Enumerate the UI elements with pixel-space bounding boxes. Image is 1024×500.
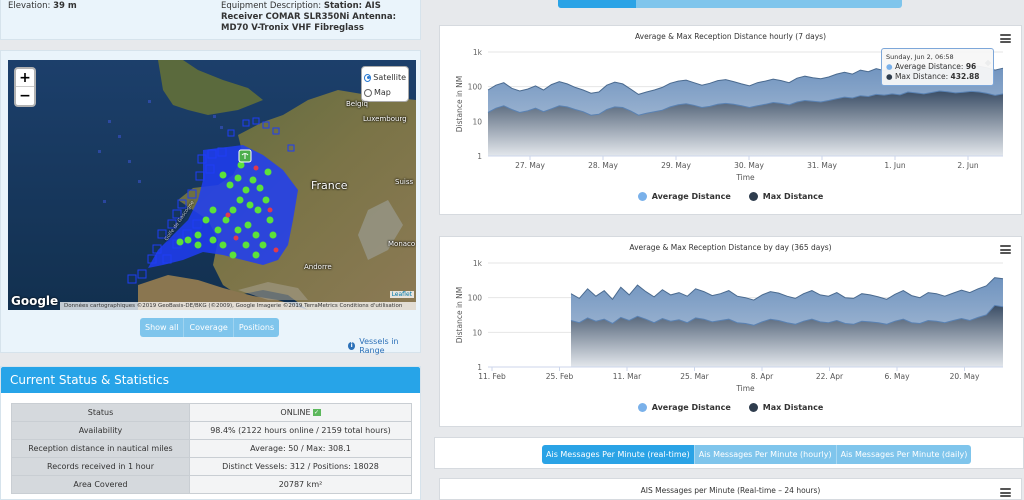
y-tick-label: 1 xyxy=(477,363,482,372)
tab-messages-daily[interactable]: Ais Messages Per Minute (daily) xyxy=(836,445,972,464)
y-tick-label: 100 xyxy=(468,83,483,92)
map-panel: + − Satellite Map Belgiq Luxembourg Fran… xyxy=(0,50,421,355)
average-distance-line xyxy=(570,304,1004,326)
layer-option-satellite[interactable]: Satellite xyxy=(364,70,406,85)
coverage-area xyxy=(148,145,298,268)
label-belgique: Belgiq xyxy=(346,100,368,108)
tab-messages-realtime[interactable]: Ais Messages Per Minute (real-time) xyxy=(542,445,695,464)
status-table: Status ONLINE ✓ Availability 98.4% (2122 … xyxy=(11,403,412,494)
zoom-control: + − xyxy=(14,67,36,107)
daily-distance-chart: 1 10 100 1k Distance in NM 11. Feb 25. Feb 11. … xyxy=(439,236,1022,427)
google-logo: Google xyxy=(11,294,59,308)
map-filter-group: Show all Coverage Positions xyxy=(140,318,280,337)
coverage-button[interactable]: Coverage xyxy=(184,318,234,337)
map-radio[interactable] xyxy=(364,88,372,97)
status-title: Current Status & Statistics xyxy=(1,367,420,393)
status-value: ONLINE xyxy=(280,408,311,417)
vessels-in-range-link[interactable]: i Vessels in Range xyxy=(348,337,420,355)
station-marker-icon xyxy=(238,149,252,163)
label-andorre: Andorre xyxy=(304,263,332,271)
x-tick-label: 11. Feb xyxy=(478,372,506,381)
table-row: Availability 98.4% (2122 hours online / … xyxy=(11,421,412,440)
chart-title: AIS Messages per Minute (Real-time – 24 … xyxy=(640,486,821,495)
daily-chart-svg: 1 10 100 1k Distance in NM 11. Feb 25. Feb 11. … xyxy=(455,259,1004,393)
y-axis-label: Distance in NM xyxy=(455,76,464,132)
messages-chart: AIS Messages per Minute (Real-time – 24 … xyxy=(439,478,1022,500)
legend-average[interactable]: Average Distance xyxy=(637,403,731,412)
x-tick-label: 30. May xyxy=(734,161,764,170)
hourly-distance-chart: 1 10 100 1k Distance in NM 27. May 28. May 29. … xyxy=(439,25,1022,215)
hourly-chart-svg: 1 10 100 1k Distance in NM 27. May 28. May 29. … xyxy=(455,48,1004,182)
x-tick-label: 6. May xyxy=(884,372,910,381)
chart-menu-icon[interactable] xyxy=(1000,488,1011,497)
y-tick-label: 100 xyxy=(468,294,483,303)
x-tick-label: 20. May xyxy=(950,372,980,381)
x-tick-label: 28. May xyxy=(588,161,618,170)
zoom-in-button[interactable]: + xyxy=(16,69,34,87)
x-tick-label: 11. Mar xyxy=(613,372,642,381)
layer-option-map[interactable]: Map xyxy=(364,85,406,100)
show-all-button[interactable]: Show all xyxy=(140,318,185,337)
x-tick-label: 27. May xyxy=(515,161,545,170)
leaflet-link[interactable]: Leaflet xyxy=(389,291,414,298)
tab-messages-hourly[interactable]: Ais Messages Per Minute (hourly) xyxy=(694,445,837,464)
table-row: Area Covered 20787 km² xyxy=(11,475,412,494)
average-distance-line xyxy=(487,90,1004,116)
x-tick-label: 22. Apr xyxy=(816,372,844,381)
x-tick-label: 8. Apr xyxy=(751,372,774,381)
legend-max[interactable]: Max Distance xyxy=(748,403,823,412)
chart-menu-icon[interactable] xyxy=(1000,245,1011,254)
x-tick-label: 25. Feb xyxy=(546,372,574,381)
legend-average[interactable]: Average Distance xyxy=(637,192,731,201)
label-suisse: Suiss xyxy=(395,178,414,186)
y-tick-label: 1k xyxy=(473,48,483,57)
status-panel: Current Status & Statistics Status ONLIN… xyxy=(0,366,421,500)
messages-tab-panel: Ais Messages Per Minute (real-time) Ais … xyxy=(434,437,1024,469)
x-axis-label: Time xyxy=(735,384,755,393)
y-tick-label: 1 xyxy=(477,152,482,161)
x-axis-label: Time xyxy=(735,173,755,182)
chart-legend: Average Distance Max Distance xyxy=(440,192,1021,201)
station-info-panel: Elevation: 39 m Equipment Description: S… xyxy=(0,0,421,40)
info-icon: i xyxy=(348,342,356,350)
label-luxembourg: Luxembourg xyxy=(363,115,407,123)
y-axis-label: Distance in NM xyxy=(455,287,464,343)
table-row: Records received in 1 hour Distinct Vess… xyxy=(11,457,412,476)
table-row: Status ONLINE ✓ xyxy=(11,403,412,422)
max-distance-line xyxy=(570,277,1004,301)
table-row: Reception distance in nautical miles Ave… xyxy=(11,439,412,458)
positions-button[interactable]: Positions xyxy=(233,318,280,337)
chart-legend: Average Distance Max Distance xyxy=(440,403,1021,412)
legend-max[interactable]: Max Distance xyxy=(748,192,823,201)
layer-control: Satellite Map xyxy=(361,66,409,102)
vessel-positions xyxy=(176,161,277,259)
zoom-out-button[interactable]: − xyxy=(19,88,31,104)
chart-title: Average & Max Reception Distance by day … xyxy=(629,243,832,252)
equipment-description: Equipment Description: Station: AIS Rece… xyxy=(221,1,396,33)
y-tick-label: 1k xyxy=(473,259,483,268)
chart-tooltip: Sunday, Jun 2, 06:58 ● Average Distance:… xyxy=(881,48,994,86)
label-france: France xyxy=(311,179,348,192)
x-tick-label: 31. May xyxy=(807,161,837,170)
chart-title: Average & Max Reception Distance hourly … xyxy=(634,32,826,41)
label-monaco: Monaco xyxy=(388,240,416,248)
online-check-icon: ✓ xyxy=(312,409,321,416)
top-tab-group[interactable] xyxy=(558,0,902,8)
satellite-radio[interactable] xyxy=(364,73,372,82)
coverage-map[interactable]: + − Satellite Map Belgiq Luxembourg Fran… xyxy=(8,60,416,310)
top-tab-active[interactable] xyxy=(558,0,636,8)
average-distance-area xyxy=(571,305,1003,367)
map-attribution[interactable]: Données cartographiques ©2019 GeoBasis-D… xyxy=(60,302,416,310)
x-tick-label: 25. Mar xyxy=(680,372,709,381)
y-tick-label: 10 xyxy=(472,117,482,126)
chart-menu-icon[interactable] xyxy=(1000,34,1011,43)
x-tick-label: 1. Jun xyxy=(884,161,906,170)
x-tick-label: 29. May xyxy=(661,161,691,170)
elevation: Elevation: 39 m xyxy=(8,1,77,11)
messages-tab-group: Ais Messages Per Minute (real-time) Ais … xyxy=(542,445,972,464)
x-tick-label: 2. Jun xyxy=(957,161,979,170)
y-tick-label: 10 xyxy=(472,328,482,337)
map-imagery xyxy=(8,60,416,310)
